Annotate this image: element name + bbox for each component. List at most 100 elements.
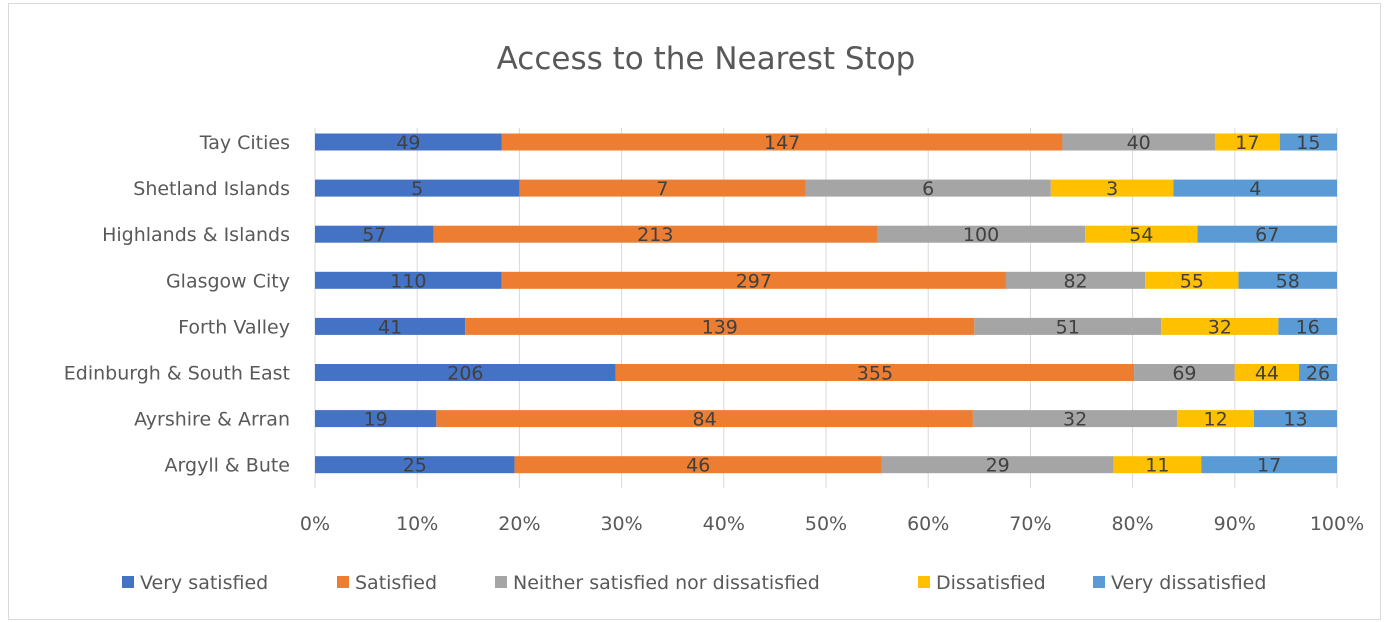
bar-segment xyxy=(1161,317,1279,335)
bar-segment xyxy=(805,179,1051,197)
data-label: 55 xyxy=(1180,270,1204,292)
bar-segment xyxy=(974,317,1162,335)
data-label: 32 xyxy=(1063,409,1087,431)
data-label: 16 xyxy=(1296,316,1320,338)
bar-segment xyxy=(315,225,434,243)
legend-label: Dissatisfied xyxy=(936,572,1046,594)
data-label: 11 xyxy=(1145,455,1169,477)
data-label: 5 xyxy=(411,178,423,200)
bar-segment xyxy=(1085,225,1198,243)
bar-segment xyxy=(1005,271,1146,289)
bar-segment xyxy=(1113,456,1202,474)
bars xyxy=(315,133,1337,474)
bar-segment xyxy=(881,456,1114,474)
data-label: 58 xyxy=(1276,270,1300,292)
data-label: 110 xyxy=(390,270,426,292)
category-label: Argyll & Bute xyxy=(165,455,290,477)
bar-segment xyxy=(1214,133,1280,151)
data-label: 26 xyxy=(1306,363,1330,385)
data-label: 147 xyxy=(764,132,800,154)
data-label: 44 xyxy=(1255,363,1279,385)
x-tick-label: 100% xyxy=(1310,513,1364,535)
data-label: 139 xyxy=(702,316,738,338)
legend: Very satisfied Satisfied Neither satisfied… xyxy=(122,572,1266,594)
x-tick-label: 40% xyxy=(703,513,745,535)
legend-label: Satisfied xyxy=(355,572,437,594)
data-label: 297 xyxy=(736,270,772,292)
data-label: 67 xyxy=(1255,224,1279,246)
x-tick-label: 0% xyxy=(300,513,330,535)
bar-segment xyxy=(465,317,975,335)
x-tick-label: 10% xyxy=(396,513,438,535)
data-label: 54 xyxy=(1129,224,1153,246)
category-label: Highlands & Islands xyxy=(102,224,290,246)
data-label: 213 xyxy=(637,224,673,246)
bar-segment xyxy=(501,133,1063,151)
chart-frame xyxy=(8,3,1381,620)
data-label: 41 xyxy=(378,316,402,338)
bar-segment xyxy=(501,271,1006,289)
data-label: 57 xyxy=(362,224,386,246)
legend-swatch xyxy=(918,576,930,588)
bar-segment xyxy=(433,225,877,243)
data-label: 15 xyxy=(1296,132,1320,154)
data-label: 46 xyxy=(686,455,710,477)
category-label: Tay Cities xyxy=(199,132,290,154)
category-label: Forth Valley xyxy=(178,316,290,338)
data-label: 51 xyxy=(1056,316,1080,338)
bar-segment xyxy=(315,364,616,381)
bar-segment xyxy=(315,179,520,197)
bar-segment xyxy=(315,456,515,474)
bar-segment xyxy=(315,271,502,289)
data-label: 17 xyxy=(1257,455,1281,477)
data-label: 6 xyxy=(922,178,934,200)
category-label: Ayrshire & Arran xyxy=(134,409,290,431)
legend-label: Very dissatisfied xyxy=(1111,572,1266,594)
legend-swatch xyxy=(122,576,134,588)
data-label: 7 xyxy=(656,178,668,200)
bar-segment xyxy=(1253,410,1337,428)
category-label: Shetland Islands xyxy=(133,178,290,200)
legend-swatch xyxy=(495,576,507,588)
bar-segment xyxy=(1062,133,1215,151)
x-tick-label: 20% xyxy=(498,513,540,535)
data-label: 32 xyxy=(1208,316,1232,338)
bar-segment xyxy=(1050,179,1174,197)
bar-segment xyxy=(615,364,1135,381)
bar-segment xyxy=(1278,317,1337,335)
x-tick-label: 50% xyxy=(805,513,847,535)
bar-segment xyxy=(315,133,502,151)
x-tick-label: 90% xyxy=(1214,513,1256,535)
bar-segment xyxy=(876,225,1086,243)
x-tick-label: 60% xyxy=(907,513,949,535)
bar-segment xyxy=(514,456,882,474)
legend-swatch xyxy=(1093,576,1105,588)
bar-segment xyxy=(1299,364,1337,381)
data-label: 17 xyxy=(1235,132,1259,154)
data-label: 3 xyxy=(1106,178,1118,200)
data-label: 29 xyxy=(986,455,1010,477)
data-label: 4 xyxy=(1249,178,1261,200)
data-label: 69 xyxy=(1172,363,1196,385)
category-label: Edinburgh & South East xyxy=(64,363,290,385)
category-label: Glasgow City xyxy=(166,270,290,292)
bar-segment xyxy=(1145,271,1239,289)
bar-segment xyxy=(1173,179,1337,197)
legend-label: Neither satisfied nor dissatisfied xyxy=(513,572,820,594)
data-label: 84 xyxy=(693,409,717,431)
data-label: 13 xyxy=(1283,409,1307,431)
bar-segment xyxy=(315,317,466,335)
data-label: 40 xyxy=(1127,132,1151,154)
data-label: 12 xyxy=(1204,409,1228,431)
data-label: 25 xyxy=(403,455,427,477)
bar-segment xyxy=(972,410,1178,428)
bar-segment xyxy=(1279,133,1337,151)
x-tick-label: 80% xyxy=(1111,513,1153,535)
x-tick-label: 70% xyxy=(1009,513,1051,535)
data-label: 206 xyxy=(447,363,483,385)
category-labels: Tay Cities Shetland Islands Highlands & Is… xyxy=(64,132,290,477)
x-tick-labels: 0% 10% 20% 30% 40% 50% 60% 70% 80% 90% 100% xyxy=(300,513,1364,535)
bar-segment xyxy=(436,410,973,428)
